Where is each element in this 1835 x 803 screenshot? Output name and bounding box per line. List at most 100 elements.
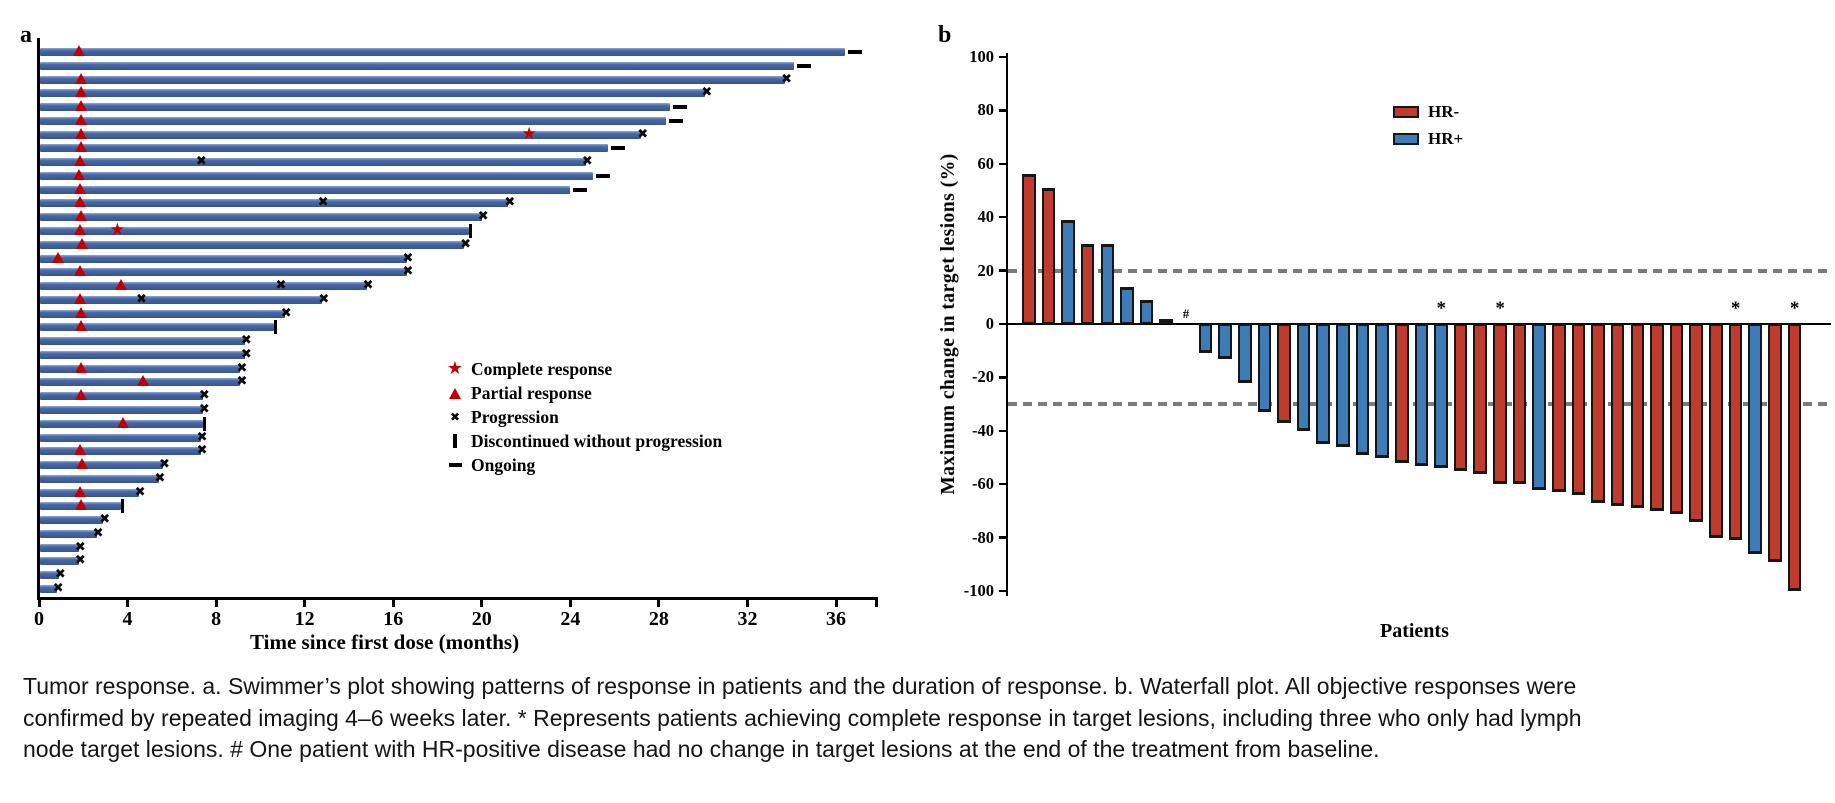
swimmer-x-tick — [745, 597, 749, 607]
partial-response-triangle-icon — [75, 141, 88, 153]
partial-response-triangle-icon — [73, 444, 86, 456]
swimmer-x-axis-line — [36, 597, 878, 600]
partial-response-triangle-icon — [75, 389, 88, 401]
swimmer-bar — [40, 199, 509, 208]
swimmer-x-tick-label: 36 — [826, 608, 847, 630]
legend-swatch — [1393, 132, 1419, 145]
swimmer-x-tick — [480, 597, 484, 607]
swimmer-bar — [40, 103, 670, 112]
legend-swatch — [1393, 106, 1419, 118]
waterfall-bar — [1473, 324, 1488, 474]
partial-response-triangle-icon — [114, 279, 127, 291]
progression-x-icon: ✖ — [74, 553, 86, 569]
waterfall-bar — [1552, 324, 1566, 493]
no-change-hash: # — [1182, 306, 1190, 321]
progression-x-icon: ✖ — [240, 346, 252, 362]
partial-response-triangle-icon — [75, 361, 88, 373]
progression-x-icon: ✖ — [477, 209, 489, 225]
waterfall-bar — [1120, 286, 1134, 324]
progression-x-icon: ✖ — [158, 457, 170, 473]
swimmer-x-tick-label: 32 — [737, 608, 758, 630]
partial-response-triangle-icon — [75, 320, 88, 332]
complete-response-asterisk: * — [1730, 298, 1741, 319]
ongoing-dash-icon — [847, 50, 862, 54]
swimmer-x-tick — [834, 597, 838, 607]
partial-response-triangle-icon — [75, 210, 88, 222]
swimmer-bar — [40, 268, 407, 277]
waterfall-bar — [1198, 324, 1213, 354]
waterfall-bar — [1787, 324, 1802, 591]
waterfall-bar — [1257, 324, 1272, 413]
swimmer-bar — [40, 116, 666, 125]
waterfall-bar — [1336, 324, 1350, 447]
swimmer-x-tick — [875, 597, 878, 607]
swimmer-bar — [40, 130, 642, 139]
swimmer-bar — [40, 213, 482, 222]
progression-x-icon: ✖ — [240, 333, 252, 349]
triangle-icon — [449, 387, 461, 399]
waterfall-bar — [1139, 299, 1154, 324]
progression-x-icon: ✖ — [460, 236, 471, 252]
caption-line-1: Tumor response. a. Swimmer’s plot showin… — [23, 673, 1577, 699]
partial-response-triangle-icon — [51, 251, 64, 263]
progression-x-icon: ✖ — [318, 291, 330, 307]
partial-response-triangle-icon — [117, 416, 130, 428]
swimmer-bar — [40, 61, 794, 70]
complete-response-star-icon: ★ — [521, 123, 537, 144]
waterfall-bar — [1709, 324, 1723, 538]
swimmer-x-tick-label: 4 — [122, 608, 133, 630]
waterfall-y-tick — [998, 109, 1006, 112]
partial-response-triangle-icon — [73, 292, 86, 304]
progression-x-icon: ✖ — [504, 195, 516, 211]
progression-x-icon: ✖ — [74, 539, 86, 555]
ongoing-dash-icon — [595, 173, 610, 178]
waterfall-bar — [1748, 324, 1762, 554]
partial-response-triangle-icon — [73, 182, 86, 194]
waterfall-plot: Maximum change in target lesions (%) Pat… — [938, 47, 1831, 642]
swimmer-bar — [40, 337, 245, 346]
swimmer-legend-item: Discontinued without progression — [443, 430, 722, 452]
swimmer-bar — [40, 364, 241, 373]
swimmer-x-tick-label: 24 — [560, 608, 581, 630]
partial-response-triangle-icon — [76, 237, 89, 249]
swimmer-legend-item: Ongoing — [443, 454, 535, 476]
progression-x-icon: ✖ — [581, 154, 593, 170]
waterfall-y-axis-line — [1005, 53, 1008, 596]
waterfall-bar — [1022, 174, 1036, 324]
waterfall-legend-item: HR+ — [1393, 129, 1463, 148]
waterfall-bar — [1669, 324, 1684, 514]
complete-response-asterisk: * — [1789, 298, 1800, 319]
waterfall-y-tick-label: -60 — [972, 474, 994, 494]
waterfall-y-tick — [998, 589, 1006, 593]
panel-a-label: a — [20, 22, 32, 48]
waterfall-bar — [1591, 324, 1605, 503]
waterfall-bar — [1767, 324, 1782, 562]
waterfall-legend-item: HR- — [1393, 102, 1459, 121]
swimmer-bar — [40, 406, 203, 415]
waterfall-y-tick-label: 80 — [977, 100, 995, 120]
swimmer-bar — [40, 474, 159, 483]
vbar-legend-icon — [443, 434, 467, 448]
progression-x-icon: ✖ — [275, 278, 287, 294]
swimmer-bar — [40, 254, 407, 263]
swimmer-bar — [40, 488, 139, 497]
progression-x-icon: ✖ — [402, 264, 414, 280]
discontinued-bar-icon — [202, 416, 207, 431]
swimmer-legend-item: ★ Complete response — [443, 358, 612, 380]
progression-x-icon: ✖ — [280, 305, 292, 321]
waterfall-y-tick-label: 0 — [985, 314, 994, 333]
waterfall-bar — [1571, 324, 1586, 495]
discontinued-bar-icon — [120, 499, 125, 514]
cross-icon: ✖ — [449, 410, 461, 424]
progression-x-icon: ✖ — [136, 291, 147, 307]
waterfall-y-tick — [998, 482, 1006, 486]
partial-response-triangle-icon — [75, 86, 88, 98]
swimmer-x-tick — [214, 597, 218, 607]
waterfall-bar — [1493, 324, 1507, 485]
waterfall-bar — [1650, 324, 1664, 511]
discontinued-bar-icon — [468, 224, 473, 238]
swimmer-bar — [40, 75, 786, 84]
partial-response-triangle-icon — [73, 155, 86, 167]
waterfall-y-tick — [998, 55, 1006, 59]
